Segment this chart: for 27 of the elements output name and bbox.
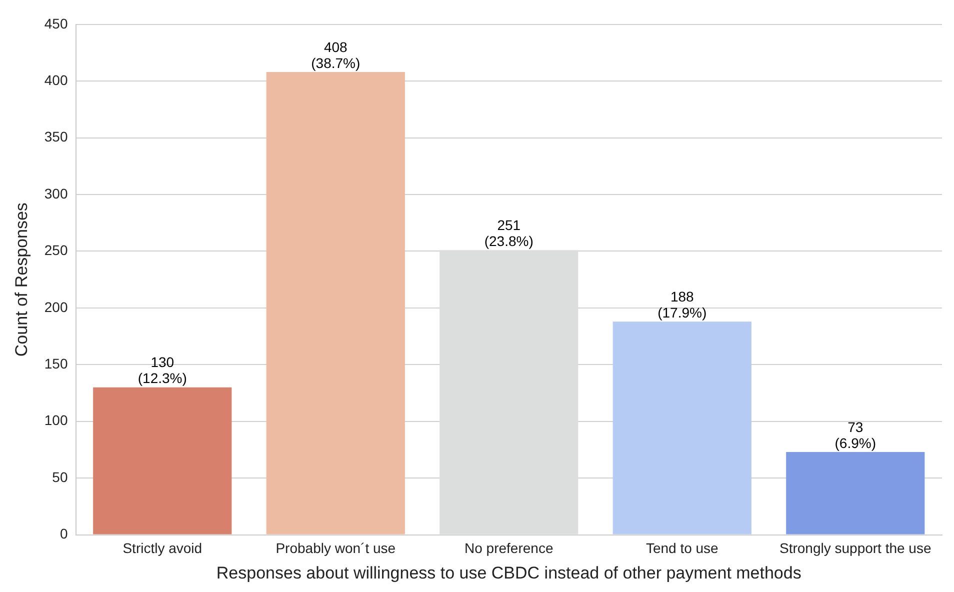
y-tick-label: 450 bbox=[44, 15, 68, 32]
y-tick-label: 0 bbox=[60, 526, 68, 542]
data-label: 73 (6.9%) bbox=[834, 418, 876, 451]
data-label: 408 (38.7%) bbox=[311, 38, 360, 71]
data-label: 188 (17.9%) bbox=[658, 288, 707, 320]
bar bbox=[786, 452, 925, 534]
y-tick-label: 150 bbox=[44, 356, 68, 372]
bar bbox=[93, 387, 232, 534]
x-tick-label: Strictly avoid bbox=[122, 540, 202, 556]
y-tick-label: 200 bbox=[44, 298, 68, 315]
y-axis-title: Count of Responses bbox=[12, 202, 31, 357]
x-tick-label: No preference bbox=[464, 540, 554, 556]
y-tick-label: 50 bbox=[52, 468, 68, 485]
x-tick-label: Probably won´t use bbox=[276, 540, 396, 556]
y-tick-label: 300 bbox=[44, 185, 68, 202]
bar bbox=[612, 322, 752, 534]
x-tick-label: Tend to use bbox=[646, 540, 719, 556]
bar bbox=[266, 72, 405, 534]
bar bbox=[440, 250, 578, 534]
y-tick-label: 100 bbox=[44, 412, 68, 428]
y-tick-label: 350 bbox=[44, 128, 68, 145]
y-tick-label: 400 bbox=[44, 72, 68, 88]
x-tick-label: Strongly support the use bbox=[779, 540, 932, 556]
data-label: 251 (23.8%) bbox=[484, 216, 534, 249]
y-tick-label: 250 bbox=[44, 242, 68, 258]
x-axis-title: Responses about willingness to use CBDC instead of other payment methods bbox=[216, 563, 802, 582]
data-label: 130 (12.3%) bbox=[138, 354, 187, 386]
